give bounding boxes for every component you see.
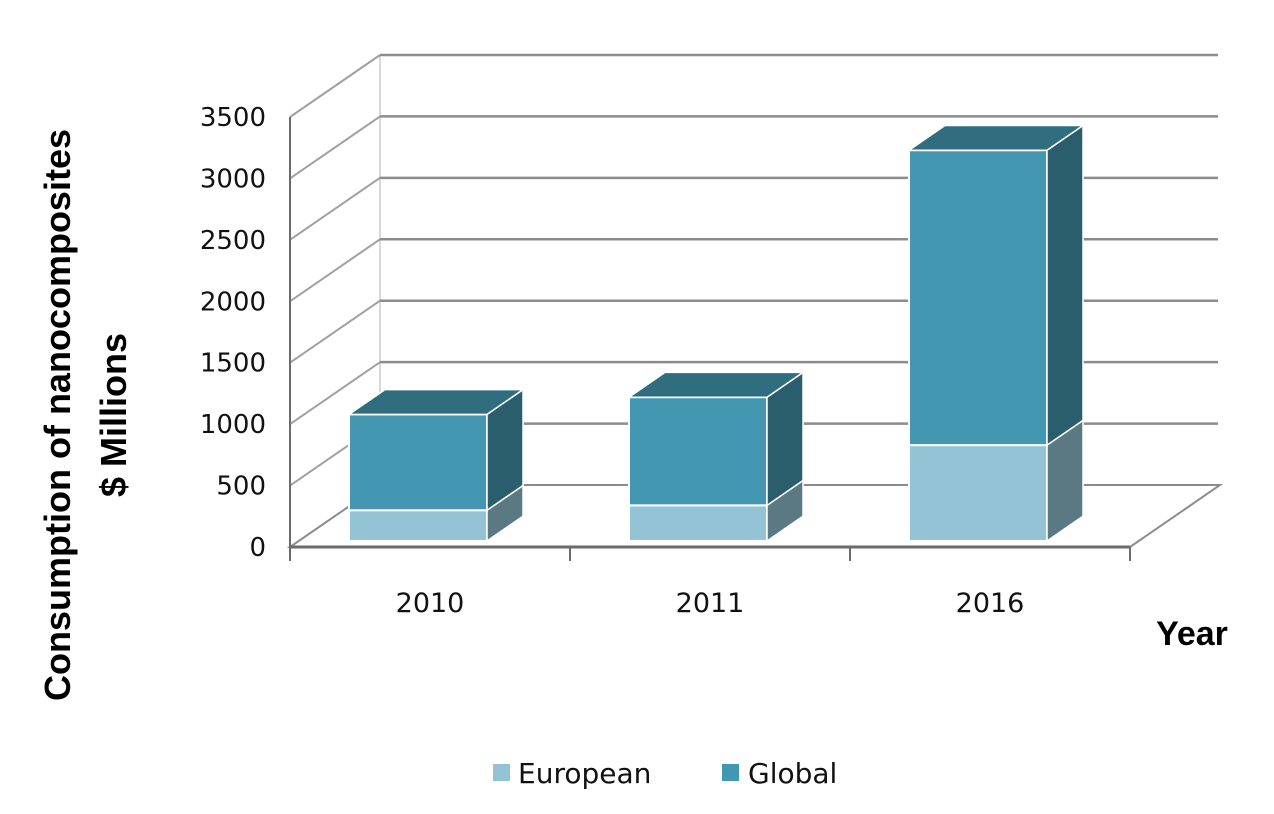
x-tick-labels: 2010 2011 2016 xyxy=(396,588,1025,619)
bar-global-2016 xyxy=(908,149,1048,447)
y-tick-label: 500 xyxy=(216,472,266,502)
y-tick-label: 2500 xyxy=(200,226,266,256)
gridline-side xyxy=(289,299,381,364)
bar-stack-2010 xyxy=(346,388,526,543)
y-tick-label: 3000 xyxy=(200,164,266,194)
gridline-side xyxy=(289,115,381,180)
x-tick-label: 2010 xyxy=(396,588,465,619)
y-tick-label: 3500 xyxy=(200,103,266,133)
x-axis-title: Year xyxy=(1156,615,1228,653)
x-tick-label: 2016 xyxy=(956,588,1025,619)
y-tick-label: 2000 xyxy=(200,287,266,317)
bar-side-global-2016 xyxy=(1046,124,1084,447)
legend-label-european: European xyxy=(518,757,651,790)
bar-global-2010 xyxy=(348,413,488,512)
bar-global-2011 xyxy=(628,396,768,507)
legend-swatch-global xyxy=(722,764,739,781)
gridline-side xyxy=(289,54,381,118)
x-tick-label: 2011 xyxy=(676,588,745,619)
bar-top-2016 xyxy=(906,124,1086,152)
bar-european-2016 xyxy=(908,444,1048,542)
y-tick-labels: 0 500 1000 1500 2000 2500 3000 3500 xyxy=(200,103,266,563)
bar-top-2011 xyxy=(626,371,806,398)
legend: European Global xyxy=(493,757,837,790)
y-tick-label: 1000 xyxy=(200,410,266,440)
bar-european-2010 xyxy=(348,509,488,542)
gridline-side xyxy=(289,177,381,241)
bars xyxy=(346,124,1086,543)
y-axis-title-line-1: Consumption of nanocomposites xyxy=(37,129,78,701)
y-axis-title-line-2: $ Millions xyxy=(93,333,134,497)
gridline-side xyxy=(289,238,381,303)
legend-swatch-european xyxy=(493,764,510,781)
bar-stack-2011 xyxy=(626,370,806,543)
bar-european-2011 xyxy=(628,504,768,542)
gridline-side xyxy=(289,361,381,425)
y-tick-label: 0 xyxy=(249,533,266,563)
legend-label-global: Global xyxy=(748,757,837,790)
bar-stack-2016 xyxy=(906,124,1086,543)
y-tick-label: 1500 xyxy=(200,349,266,379)
bar-top-2010 xyxy=(346,388,526,416)
